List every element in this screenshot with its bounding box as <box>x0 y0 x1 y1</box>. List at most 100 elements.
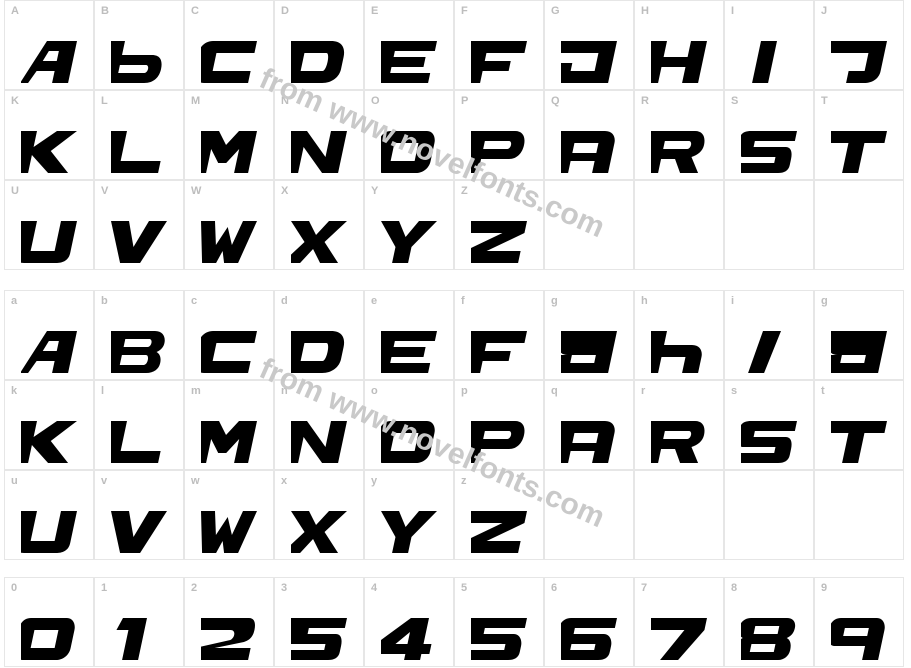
cell-label: O <box>371 95 380 107</box>
charmap-cell[interactable]: H <box>634 0 724 90</box>
charmap-cell[interactable]: b <box>94 290 184 380</box>
charmap-cell[interactable]: m <box>184 380 274 470</box>
charmap-cell[interactable]: 1 <box>94 577 184 667</box>
charmap-cell[interactable]: Q <box>544 90 634 180</box>
cell-label: y <box>371 475 377 487</box>
glyph <box>275 23 363 83</box>
cell-label: W <box>191 185 202 197</box>
charmap-cell[interactable]: 8 <box>724 577 814 667</box>
charmap-cell[interactable]: g <box>814 290 904 380</box>
glyph <box>185 23 273 83</box>
glyph <box>5 203 93 263</box>
glyph <box>5 493 93 553</box>
charmap-cell <box>544 470 634 560</box>
charmap-cell[interactable]: 6 <box>544 577 634 667</box>
glyph <box>545 403 633 463</box>
charmap-cell[interactable]: G <box>544 0 634 90</box>
charmap-cell[interactable]: S <box>724 90 814 180</box>
charmap-cell[interactable]: u <box>4 470 94 560</box>
charmap-cell[interactable]: r <box>634 380 724 470</box>
charmap-cell <box>814 470 904 560</box>
charmap-cell[interactable]: 7 <box>634 577 724 667</box>
charmap-cell[interactable]: e <box>364 290 454 380</box>
cell-label: 3 <box>281 582 287 594</box>
charmap-cell[interactable]: w <box>184 470 274 560</box>
charmap-cell[interactable]: U <box>4 180 94 270</box>
charmap-cell[interactable]: c <box>184 290 274 380</box>
cell-label: A <box>11 5 19 17</box>
glyph <box>365 203 453 263</box>
charmap-cell[interactable]: I <box>724 0 814 90</box>
charmap-cell[interactable]: f <box>454 290 544 380</box>
charmap-cell[interactable]: A <box>4 0 94 90</box>
charmap-cell[interactable]: t <box>814 380 904 470</box>
charmap-cell[interactable]: C <box>184 0 274 90</box>
charmap-cell[interactable]: R <box>634 90 724 180</box>
glyph <box>5 600 93 660</box>
cell-label: K <box>11 95 19 107</box>
charmap-cell[interactable]: B <box>94 0 184 90</box>
glyph <box>815 23 903 83</box>
glyph <box>635 600 723 660</box>
cell-label: 6 <box>551 582 557 594</box>
charmap-cell[interactable]: k <box>4 380 94 470</box>
charmap-cell[interactable]: q <box>544 380 634 470</box>
cell-label: g <box>821 295 828 307</box>
charmap-cell[interactable]: J <box>814 0 904 90</box>
glyph <box>725 403 813 463</box>
glyph <box>455 113 543 173</box>
charmap-cell[interactable]: 5 <box>454 577 544 667</box>
charmap-cell[interactable]: n <box>274 380 364 470</box>
cell-label: m <box>191 385 201 397</box>
cell-label: 8 <box>731 582 737 594</box>
charmap-cell[interactable]: 3 <box>274 577 364 667</box>
cell-label: c <box>191 295 197 307</box>
charmap-cell[interactable]: z <box>454 470 544 560</box>
charmap-cell[interactable]: F <box>454 0 544 90</box>
charmap-cell[interactable]: Y <box>364 180 454 270</box>
cell-label: b <box>101 295 108 307</box>
cell-label: F <box>461 5 468 17</box>
charmap-cell[interactable]: 9 <box>814 577 904 667</box>
charmap-cell[interactable]: y <box>364 470 454 560</box>
cell-label: N <box>281 95 289 107</box>
cell-label: P <box>461 95 469 107</box>
charmap-cell[interactable]: K <box>4 90 94 180</box>
charmap-cell[interactable]: V <box>94 180 184 270</box>
charmap-cell[interactable]: o <box>364 380 454 470</box>
charmap-cell[interactable]: D <box>274 0 364 90</box>
glyph <box>95 313 183 373</box>
charmap-cell[interactable]: 0 <box>4 577 94 667</box>
charmap-cell[interactable]: E <box>364 0 454 90</box>
charmap-cell[interactable]: P <box>454 90 544 180</box>
glyph <box>185 313 273 373</box>
glyph <box>815 313 903 373</box>
charmap-cell[interactable]: p <box>454 380 544 470</box>
charmap-cell[interactable]: a <box>4 290 94 380</box>
charmap-cell[interactable]: T <box>814 90 904 180</box>
glyph <box>95 493 183 553</box>
glyph <box>275 493 363 553</box>
charmap-cell[interactable]: W <box>184 180 274 270</box>
charmap-cell[interactable]: O <box>364 90 454 180</box>
charmap-cell[interactable]: 4 <box>364 577 454 667</box>
charmap-cell[interactable]: M <box>184 90 274 180</box>
charmap-cell[interactable]: v <box>94 470 184 560</box>
charmap-cell[interactable]: x <box>274 470 364 560</box>
cell-label: L <box>101 95 108 107</box>
charmap-cell[interactable]: X <box>274 180 364 270</box>
charmap-cell[interactable]: g <box>544 290 634 380</box>
charmap-cell[interactable]: s <box>724 380 814 470</box>
cell-label: 5 <box>461 582 467 594</box>
charmap-cell[interactable]: h <box>634 290 724 380</box>
glyph <box>455 403 543 463</box>
charmap-cell[interactable]: L <box>94 90 184 180</box>
charmap-cell[interactable]: Z <box>454 180 544 270</box>
charmap-cell[interactable]: N <box>274 90 364 180</box>
charmap-cell[interactable]: i <box>724 290 814 380</box>
glyph <box>5 403 93 463</box>
charmap-cell[interactable]: d <box>274 290 364 380</box>
glyph <box>725 113 813 173</box>
charmap-cell[interactable]: l <box>94 380 184 470</box>
charmap-cell[interactable]: 2 <box>184 577 274 667</box>
